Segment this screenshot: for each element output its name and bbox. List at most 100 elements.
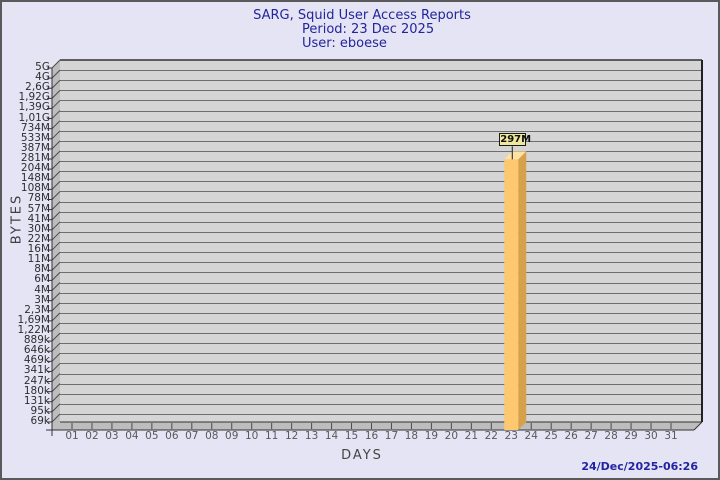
grid-line xyxy=(60,322,702,324)
x-axis-tick-label: 15 xyxy=(344,430,359,442)
grid-line xyxy=(60,272,702,274)
y-axis-tick-label: 95k xyxy=(30,404,50,417)
y-axis-tick-label: 387M xyxy=(20,141,50,154)
grid-line xyxy=(60,90,702,92)
y-axis-tick-label: 1,39G xyxy=(18,101,50,114)
y-axis-tick-label: 78M xyxy=(27,192,50,205)
grid-line xyxy=(60,231,702,233)
x-axis-tick-label: 14 xyxy=(324,430,339,442)
y-axis-tick-label: 5G xyxy=(35,61,50,73)
grid-line xyxy=(60,151,702,153)
y-axis-tick-label: 469k xyxy=(23,354,50,367)
y-axis-tick-label: 204M xyxy=(20,162,50,175)
x-axis-tick-label: 11 xyxy=(264,430,279,442)
y-axis-tick-label: 108M xyxy=(20,182,50,195)
y-axis-tick-label: 3M xyxy=(34,293,50,306)
x-axis-tick-label: 03 xyxy=(105,430,119,442)
x-axis-tick-label: 20 xyxy=(444,430,459,442)
y-axis-tick-label: 646k xyxy=(23,344,50,357)
y-axis-tick-label: 247k xyxy=(23,374,50,387)
x-axis-tick-label: 29 xyxy=(624,430,638,442)
x-axis-tick-label: 21 xyxy=(464,430,479,442)
x-axis-tick-label: 24 xyxy=(524,430,538,442)
grid-line xyxy=(60,353,702,355)
grid-line xyxy=(60,393,702,395)
bar-value-label: 297M xyxy=(499,133,531,147)
y-axis-tick-label: 16M xyxy=(27,243,50,256)
grid-line xyxy=(60,130,702,132)
y-axis-tick-label: 148M xyxy=(20,172,50,185)
y-axis-tick-label: 69k xyxy=(30,415,50,427)
y-axis-tick-label: 533M xyxy=(20,131,50,144)
grid-line xyxy=(60,120,702,122)
y-axis-tick-label: 6M xyxy=(34,273,50,286)
x-axis-tick-label: 27 xyxy=(584,430,598,442)
y-axis-tick-label: 4G xyxy=(35,71,50,84)
grid-line xyxy=(60,191,702,193)
grid-line xyxy=(60,100,702,102)
grid-line xyxy=(60,363,702,365)
x-axis-tick-label: 02 xyxy=(85,430,99,442)
x-axis-tick-label: 22 xyxy=(484,430,498,442)
chart-user-line: User: eboese xyxy=(302,36,387,51)
y-axis-tick-label: 1,01G xyxy=(18,111,50,124)
y-axis-tick-label: 8M xyxy=(34,263,50,276)
y-axis-tick-label: 2,6G xyxy=(25,81,50,94)
y-axis-tick-label: 281M xyxy=(20,152,50,165)
y-axis-tick-label: 341k xyxy=(23,364,50,377)
x-axis-tick-label: 25 xyxy=(544,430,558,442)
x-axis-title: DAYS xyxy=(341,448,383,463)
grid-line xyxy=(60,252,702,254)
x-axis-tick-label: 30 xyxy=(644,430,658,442)
x-axis-tick-label: 23 xyxy=(504,430,518,442)
y-axis-tick-label: 4M xyxy=(34,283,50,296)
x-axis-tick-label: 01 xyxy=(65,430,79,442)
grid-line xyxy=(60,70,702,72)
x-axis-tick-label: 12 xyxy=(284,430,299,442)
x-axis-tick-label: 19 xyxy=(424,430,439,442)
grid-line xyxy=(60,211,702,213)
x-axis-tick-label: 06 xyxy=(165,430,179,442)
grid-line xyxy=(60,171,702,173)
grid-line xyxy=(60,221,702,223)
y-axis-tick-label: 22M xyxy=(27,232,50,245)
grid-line xyxy=(60,161,702,163)
grid-line xyxy=(60,80,702,82)
y-axis-tick-label: 131k xyxy=(23,394,50,407)
x-axis-tick-label: 13 xyxy=(304,430,319,442)
chart-title: SARG, Squid User Access Reports xyxy=(253,8,471,23)
timestamp: 24/Dec/2025-06:26 xyxy=(581,460,698,473)
grid-line xyxy=(60,181,702,183)
x-axis-tick-label: 17 xyxy=(384,430,399,442)
y-axis-tick-label: 11M xyxy=(27,253,50,266)
y-axis-tick-label: 889k xyxy=(23,334,50,347)
y-axis-tick-label: 41M xyxy=(27,212,50,225)
y-axis-tick-label: 1,69M xyxy=(17,313,50,326)
y-axis-tick-label: 57M xyxy=(27,202,50,215)
grid-line xyxy=(60,262,702,264)
x-axis-tick-label: 26 xyxy=(564,430,578,442)
grid-line xyxy=(60,403,702,405)
x-axis-tick-label: 16 xyxy=(364,430,379,442)
grid-line xyxy=(60,302,702,304)
grid-line xyxy=(60,110,702,112)
grid-line xyxy=(60,333,702,335)
grid-line xyxy=(60,201,702,203)
grid-line xyxy=(60,312,702,314)
y-axis-tick-label: 2,3M xyxy=(24,303,50,316)
grid-line xyxy=(60,343,702,345)
chart-subtitle-block: Period: 23 Dec 2025 User: eboese xyxy=(302,23,434,51)
grid-line xyxy=(60,383,702,385)
y-axis-tick-label: 1,22M xyxy=(17,323,50,336)
x-axis-tick-label: 18 xyxy=(404,430,419,442)
plot-area xyxy=(60,60,702,422)
x-axis-tick-label: 05 xyxy=(145,430,159,442)
x-axis-tick-label: 10 xyxy=(245,430,259,442)
grid-line xyxy=(60,140,702,142)
x-axis-tick-label: 04 xyxy=(125,430,139,442)
grid-line xyxy=(60,292,702,294)
x-axis-tick-label: 09 xyxy=(225,430,239,442)
y-axis-tick-label: 734M xyxy=(20,121,50,134)
grid-line xyxy=(60,282,702,284)
